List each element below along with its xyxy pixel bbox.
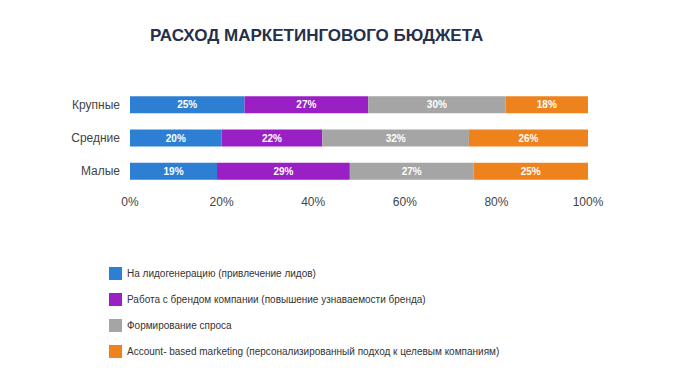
svg-text:26%: 26%	[518, 133, 538, 144]
svg-text:20%: 20%	[210, 195, 234, 209]
svg-text:Крупные: Крупные	[72, 98, 120, 112]
svg-text:40%: 40%	[301, 195, 325, 209]
svg-text:29%: 29%	[273, 166, 293, 177]
svg-text:20%: 20%	[166, 133, 186, 144]
svg-text:0%: 0%	[121, 195, 139, 209]
svg-text:19%: 19%	[164, 166, 184, 177]
svg-text:Account- based marketing (перс: Account- based marketing (персонализиров…	[127, 346, 499, 357]
svg-text:Средние: Средние	[71, 131, 120, 145]
svg-text:На лидогенерацию (привлечение: На лидогенерацию (привлечение лидов)	[127, 268, 316, 279]
svg-text:80%: 80%	[484, 195, 508, 209]
svg-text:27%: 27%	[402, 166, 422, 177]
svg-text:32%: 32%	[386, 133, 406, 144]
svg-text:27%: 27%	[296, 99, 316, 110]
svg-text:100%: 100%	[573, 195, 604, 209]
svg-text:60%: 60%	[393, 195, 417, 209]
svg-text:РАСХОД МАРКЕТИНГОВОГО БЮДЖЕТА: РАСХОД МАРКЕТИНГОВОГО БЮДЖЕТА	[150, 26, 483, 45]
svg-text:Малые: Малые	[81, 164, 120, 178]
svg-text:Работа с брендом компании (пов: Работа с брендом компании (повышение узн…	[127, 294, 426, 305]
svg-text:25%: 25%	[521, 166, 541, 177]
svg-text:25%: 25%	[177, 99, 197, 110]
svg-text:30%: 30%	[427, 99, 447, 110]
svg-text:22%: 22%	[262, 133, 282, 144]
svg-text:18%: 18%	[537, 99, 557, 110]
svg-text:Формирование спроса: Формирование спроса	[127, 320, 232, 331]
